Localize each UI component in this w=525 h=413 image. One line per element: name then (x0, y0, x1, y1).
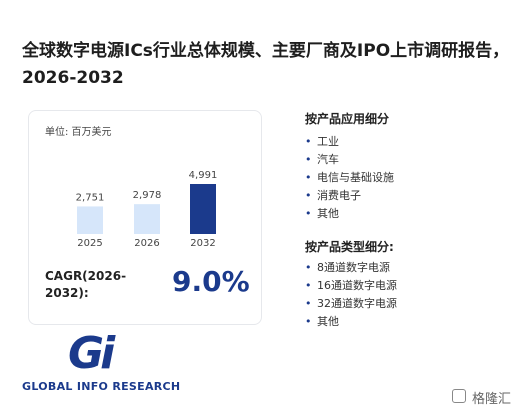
source: 格隆汇 (472, 392, 512, 407)
cagr-value: 9.0% (172, 265, 250, 298)
bar-chart: 2,751 2025 2,978 2026 4,991 2032 (76, 170, 218, 249)
logo-name: GLOBAL INFO RESEARCH (22, 380, 181, 393)
x-tick-label: 2025 (77, 238, 102, 249)
list-item: 汽车 (305, 151, 394, 169)
list-item: 其他 (305, 313, 397, 331)
logo-mark: Gi (68, 328, 115, 379)
x-tick-label: 2032 (190, 238, 215, 249)
list-item: 其他 (305, 205, 394, 223)
summary-card (28, 110, 262, 325)
list-item: 16通道数字电源 (305, 277, 397, 295)
bar (190, 184, 216, 234)
value-label: 2,978 (133, 190, 162, 201)
list-item: 工业 (305, 133, 394, 151)
x-tick-label: 2026 (134, 238, 159, 249)
list-item: 消费电子 (305, 187, 394, 205)
bar (134, 204, 160, 234)
source-icon (452, 389, 466, 403)
value-label: 4,991 (189, 170, 218, 181)
list-item: 电信与基础设施 (305, 169, 394, 187)
application-list: 工业汽车电信与基础设施消费电子其他 (305, 133, 394, 223)
cagr-label: CAGR(2026-2032): (45, 269, 127, 300)
section-heading: 按产品类型细分: (305, 240, 394, 254)
section-heading: 按产品应用细分 (305, 112, 390, 126)
title: 全球数字电源ICs行业总体规模、主要厂商及IPO上市调研报告，2026-2032 (22, 41, 510, 88)
bar (77, 206, 103, 234)
type-list: 8通道数字电源16通道数字电源32通道数字电源其他 (305, 259, 397, 331)
unit-label: 单位: 百万美元 (45, 127, 112, 138)
list-item: 32通道数字电源 (305, 295, 397, 313)
value-label: 2,751 (76, 192, 105, 203)
list-item: 8通道数字电源 (305, 259, 397, 277)
